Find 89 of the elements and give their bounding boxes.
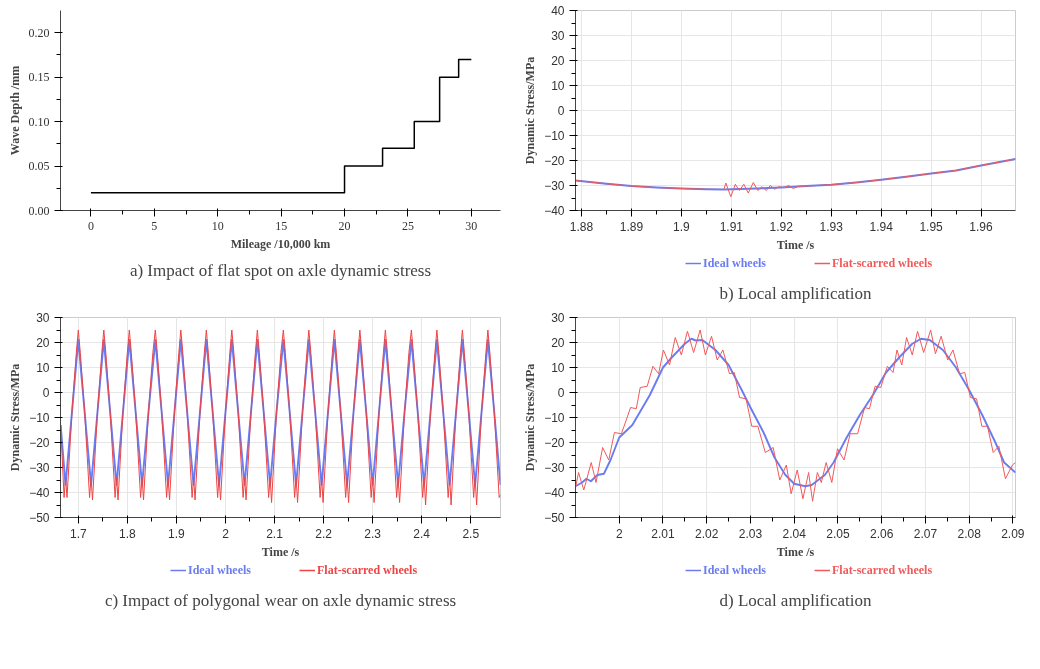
- x-tick-label: 2.02: [695, 526, 719, 541]
- text: d) Local amplification: [719, 590, 872, 610]
- x-tick-label: 1.89: [619, 219, 644, 234]
- x-tick-label: 1.96: [969, 219, 994, 234]
- y-tick-label: 20: [551, 336, 565, 350]
- x-tick-label: 2: [222, 526, 230, 541]
- x-tick-label: 5: [151, 218, 158, 233]
- x-tick-label: 30: [465, 218, 478, 233]
- legend-label: Flat-scarred wheels: [832, 562, 933, 578]
- legend-label: Flat-scarred wheels: [317, 562, 418, 578]
- x-tick-label: 2.1: [266, 526, 284, 541]
- y-tick-label: 0: [557, 386, 565, 400]
- legend-label: Ideal wheels: [703, 255, 766, 271]
- x-tick-label: 1.9: [673, 219, 691, 234]
- y-tick-label: −40: [29, 486, 50, 500]
- x-tick-label: 2: [615, 526, 623, 541]
- y-tick-label: −10: [544, 129, 565, 143]
- y-tick-label: 30: [551, 29, 565, 43]
- line-series: [60, 339, 501, 486]
- legend-label: Flat-scarred wheels: [832, 255, 933, 271]
- text: c) Impact of polygonal wear on axle dynamic stress: [104, 590, 457, 610]
- x-tick-label: 1.94: [869, 219, 894, 234]
- x-tick-label: 1.8: [119, 526, 137, 541]
- x-axis-title: Time /s: [776, 237, 815, 252]
- y-axis-title: Wave Depth /mm: [7, 65, 22, 156]
- x-tick-label: 2.01: [651, 526, 675, 541]
- y-tick-label: −20: [544, 436, 565, 450]
- legend-label: Ideal wheels: [188, 562, 251, 578]
- y-tick-label: 0.00: [28, 203, 50, 218]
- y-tick-label: −50: [29, 511, 50, 525]
- x-tick-label: 2.07: [913, 526, 938, 541]
- x-tick-label: 1.9: [168, 526, 186, 541]
- x-tick-label: 0: [87, 218, 94, 233]
- y-tick-label: −10: [29, 411, 50, 425]
- x-tick-label: 2.05: [826, 526, 850, 541]
- x-tick-label: 15: [275, 218, 288, 233]
- x-tick-label: 25: [401, 218, 414, 233]
- line-series: [575, 158, 1016, 198]
- y-axis-title: Dynamic Stress/MPa: [8, 363, 23, 472]
- y-tick-label: 0: [557, 104, 565, 118]
- y-tick-label: 20: [36, 336, 50, 350]
- y-tick-label: 30: [36, 311, 50, 325]
- y-tick-label: −50: [544, 511, 565, 525]
- y-tick-label: 10: [36, 361, 50, 375]
- x-tick-label: 1.91: [719, 219, 744, 234]
- text: a) Impact of flat spot on axle dynamic stress: [129, 260, 432, 280]
- y-tick-label: −40: [544, 486, 565, 500]
- y-tick-label: −40: [544, 204, 565, 218]
- x-tick-label: 2.3: [364, 526, 382, 541]
- x-tick-label: 2.4: [413, 526, 431, 541]
- y-tick-label: 20: [551, 54, 565, 68]
- x-tick-label: 1.92: [769, 219, 794, 234]
- x-tick-label: 1.88: [569, 219, 594, 234]
- x-tick-label: 2.09: [1001, 526, 1025, 541]
- y-tick-label: 0.15: [28, 70, 50, 85]
- legend-label: Ideal wheels: [703, 562, 766, 578]
- y-tick-label: 0.10: [28, 114, 50, 129]
- x-axis-title: Mileage /10,000 km: [230, 236, 331, 251]
- x-axis-title: Time /s: [776, 544, 815, 559]
- y-tick-label: 10: [551, 79, 565, 93]
- y-tick-label: 40: [551, 4, 565, 18]
- x-tick-label: 2.5: [462, 526, 480, 541]
- x-tick-label: 1.93: [819, 219, 844, 234]
- x-tick-label: 1.7: [69, 526, 87, 541]
- y-tick-label: 30: [551, 311, 565, 325]
- x-tick-label: 2.08: [957, 526, 982, 541]
- y-tick-label: 0: [42, 386, 50, 400]
- line-series: [575, 158, 1016, 191]
- line-series: [60, 329, 501, 506]
- x-tick-label: 2.04: [782, 526, 807, 541]
- x-tick-label: 1.95: [919, 219, 944, 234]
- y-tick-label: 0.05: [28, 159, 50, 174]
- y-axis-title: Dynamic Stress/MPa: [523, 363, 538, 472]
- x-axis-title: Time /s: [261, 544, 300, 559]
- y-tick-label: −20: [29, 436, 50, 450]
- x-tick-label: 20: [338, 218, 351, 233]
- y-tick-label: −20: [544, 154, 565, 168]
- y-tick-label: 10: [551, 361, 565, 375]
- y-tick-label: −30: [544, 461, 565, 475]
- y-axis-title: Dynamic Stress/MPa: [523, 56, 538, 165]
- text: b) Local amplification: [719, 283, 872, 303]
- x-tick-label: 2.06: [869, 526, 894, 541]
- y-tick-label: −10: [544, 411, 565, 425]
- x-tick-label: 2.03: [738, 526, 763, 541]
- y-tick-label: −30: [544, 179, 565, 193]
- y-tick-label: −30: [29, 461, 50, 475]
- y-tick-label: 0.20: [28, 25, 50, 40]
- x-tick-label: 10: [211, 218, 224, 233]
- x-tick-label: 2.2: [315, 526, 333, 541]
